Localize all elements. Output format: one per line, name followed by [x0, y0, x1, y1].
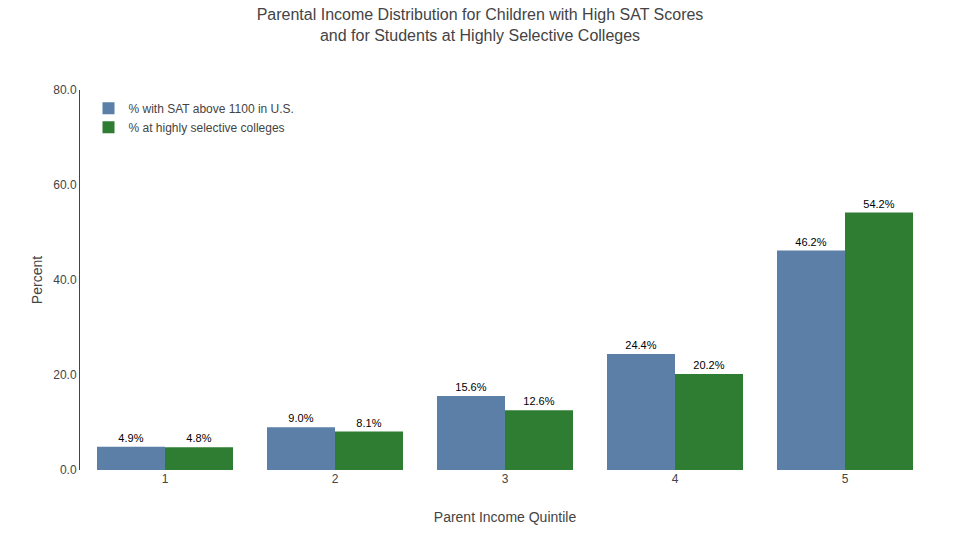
- svg-text:80.0: 80.0: [53, 83, 77, 97]
- svg-text:24.4%: 24.4%: [625, 339, 656, 351]
- svg-text:46.2%: 46.2%: [795, 236, 826, 248]
- svg-text:Parent Income Quintile: Parent Income Quintile: [434, 509, 577, 525]
- svg-text:% at highly selective colleges: % at highly selective colleges: [129, 121, 285, 135]
- svg-text:2: 2: [332, 472, 339, 486]
- svg-text:4: 4: [672, 472, 679, 486]
- svg-text:60.0: 60.0: [53, 178, 77, 192]
- svg-text:Parental Income Distribution f: Parental Income Distribution for Childre…: [257, 6, 704, 44]
- svg-text:4.8%: 4.8%: [186, 432, 211, 444]
- svg-text:8.1%: 8.1%: [356, 417, 381, 429]
- svg-text:0.0: 0.0: [60, 463, 77, 477]
- svg-text:1: 1: [162, 472, 169, 486]
- svg-text:20.0: 20.0: [53, 368, 77, 382]
- svg-text:9.0%: 9.0%: [288, 412, 313, 424]
- svg-text:Percent: Percent: [29, 256, 45, 304]
- svg-text:15.6%: 15.6%: [455, 381, 486, 393]
- svg-text:12.6%: 12.6%: [523, 395, 554, 407]
- svg-text:4.9%: 4.9%: [118, 432, 143, 444]
- svg-text:40.0: 40.0: [53, 273, 77, 287]
- svg-text:3: 3: [502, 472, 509, 486]
- svg-text:20.2%: 20.2%: [693, 359, 724, 371]
- svg-text:% with SAT above 1100 in U.S.: % with SAT above 1100 in U.S.: [129, 102, 294, 116]
- svg-text:54.2%: 54.2%: [863, 198, 894, 210]
- svg-text:5: 5: [842, 472, 849, 486]
